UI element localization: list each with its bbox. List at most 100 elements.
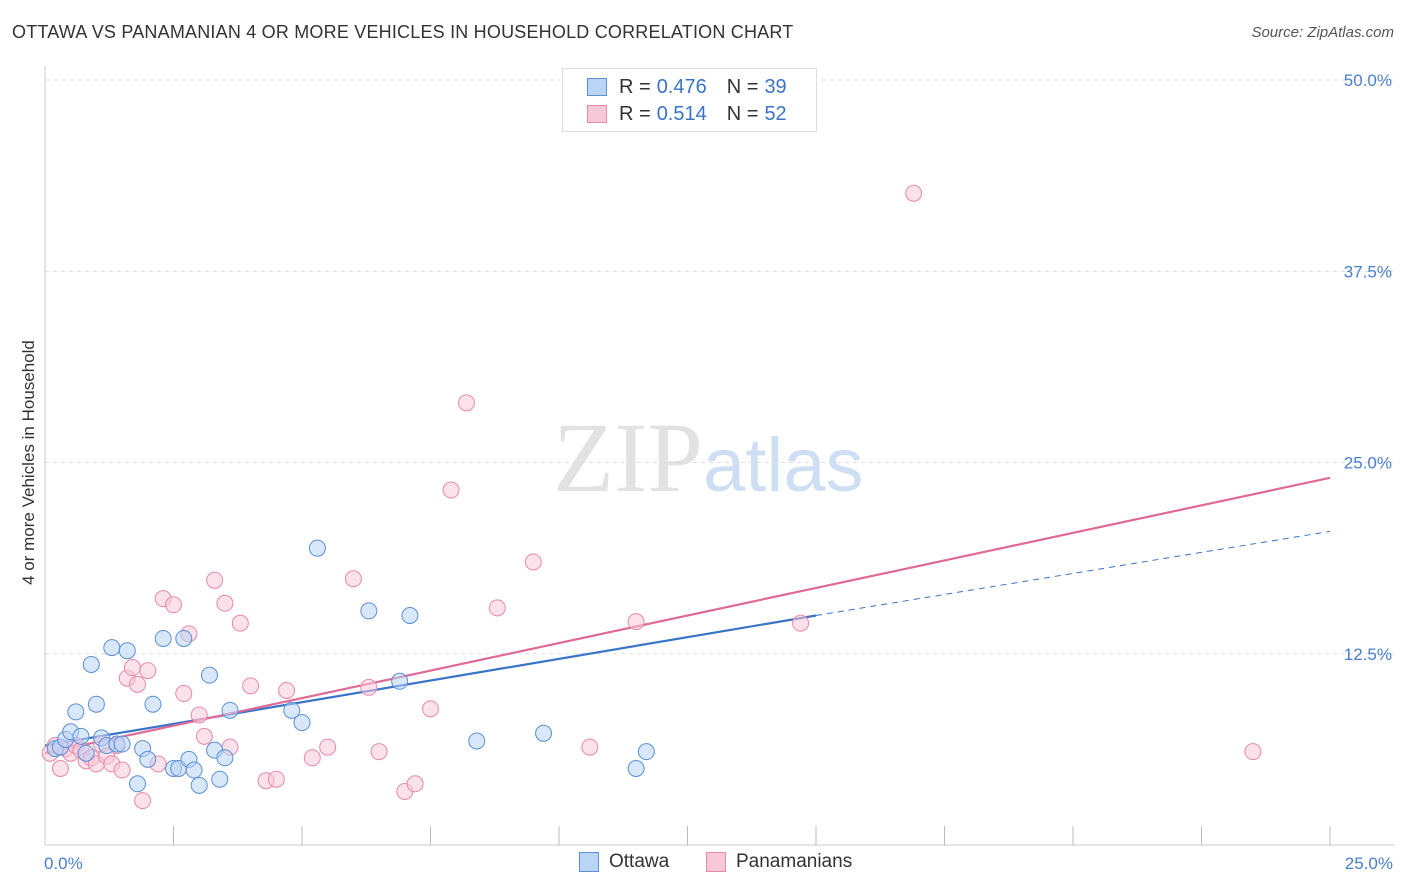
ottawa-point bbox=[87, 695, 105, 713]
data-points bbox=[41, 184, 1262, 810]
ottawa-point bbox=[82, 655, 100, 673]
ottawa-point bbox=[190, 776, 208, 794]
ottawa-point bbox=[144, 695, 162, 713]
panamanian-point bbox=[165, 596, 182, 614]
panamanian-point bbox=[139, 662, 157, 680]
panamanian-point bbox=[206, 571, 224, 589]
ottawa-point bbox=[118, 642, 136, 660]
legend-r-label: R = bbox=[619, 75, 651, 98]
legend-row-panamanians: R = 0.514 N = 52 bbox=[587, 101, 787, 127]
panamanian-point bbox=[457, 394, 475, 412]
panamanian-point bbox=[905, 184, 923, 202]
axes bbox=[44, 66, 1395, 846]
ottawa-point bbox=[129, 775, 147, 793]
panamanian-point bbox=[175, 685, 193, 703]
panamanian-point bbox=[406, 775, 424, 793]
ottawa-point bbox=[211, 770, 229, 788]
ottawa-point bbox=[113, 735, 131, 753]
ottawa-point bbox=[77, 744, 95, 762]
ottawa-point bbox=[360, 602, 378, 620]
ottawa-trend-extension bbox=[815, 530, 1331, 616]
panamanian-point bbox=[267, 770, 285, 788]
ottawa-point bbox=[401, 607, 419, 624]
panamanian-point bbox=[51, 760, 69, 777]
ottawa-trend-line bbox=[44, 614, 817, 747]
y-tick-label: 50.0% bbox=[1344, 71, 1392, 90]
panamanian-point bbox=[134, 792, 152, 810]
x-tick-label: 25.0% bbox=[1345, 854, 1393, 873]
ottawa-point bbox=[391, 672, 409, 690]
panamanian-point bbox=[422, 700, 439, 718]
legend-row-ottawa: R = 0.476 N = 39 bbox=[587, 74, 787, 100]
trend-lines bbox=[44, 476, 1331, 755]
panamanian-point bbox=[113, 761, 131, 779]
y-tick-label: 37.5% bbox=[1344, 262, 1392, 281]
ottawa-point bbox=[627, 760, 645, 777]
legend-swatch-ottawa bbox=[587, 78, 607, 96]
panamanian-point bbox=[792, 614, 810, 632]
grid-lines bbox=[45, 79, 1395, 655]
source-label: Source: ZipAtlas.com bbox=[1251, 24, 1394, 41]
ottawa-point bbox=[185, 761, 203, 779]
tick-labels: 12.5% 25.0% 37.5% 50.0% 0.0% 25.0% 4 or more V… bbox=[19, 71, 1393, 873]
panamanian-point bbox=[488, 599, 506, 617]
ottawa-point bbox=[637, 743, 655, 761]
y-tick-label: 25.0% bbox=[1344, 454, 1392, 473]
legend-n-label: N = bbox=[726, 102, 759, 125]
panamanian-point bbox=[123, 659, 141, 677]
panamanian-point bbox=[242, 677, 260, 695]
panamanian-point bbox=[442, 481, 460, 499]
legend-n-value: 52 bbox=[764, 102, 787, 125]
ottawa-point bbox=[154, 629, 172, 647]
bottom-legend-label-panamanians: Panamanians bbox=[736, 851, 853, 872]
ottawa-point bbox=[67, 703, 85, 721]
legend-n-label: N = bbox=[726, 75, 759, 98]
y-tick-label: 12.5% bbox=[1344, 645, 1392, 664]
ottawa-point bbox=[216, 749, 234, 767]
bottom-legend-swatch-panamanians bbox=[706, 852, 726, 872]
ottawa-point bbox=[535, 724, 553, 742]
panamanian-point bbox=[195, 727, 213, 745]
panamanian-point bbox=[524, 553, 542, 571]
bottom-legend-label-ottawa: Ottawa bbox=[609, 851, 670, 872]
ottawa-point bbox=[221, 701, 239, 719]
ottawa-point bbox=[200, 666, 218, 684]
bottom-legend-swatch-ottawa bbox=[579, 852, 599, 872]
ottawa-point bbox=[139, 750, 157, 768]
panamanian-point bbox=[231, 614, 249, 632]
panamanian-point bbox=[190, 706, 208, 724]
watermark-zip: ZIP bbox=[553, 402, 703, 513]
bottom-legend-ottawa: Ottawa bbox=[579, 851, 669, 873]
legend-r-value: 0.514 bbox=[656, 102, 707, 125]
panamanian-trend-line bbox=[44, 476, 1331, 755]
ottawa-point bbox=[103, 639, 121, 657]
ottawa-point bbox=[72, 727, 90, 745]
watermark-atlas: atlas bbox=[703, 423, 864, 508]
panamanian-point bbox=[129, 675, 147, 693]
ottawa-point bbox=[283, 701, 301, 719]
legend-r-label: R = bbox=[619, 102, 651, 125]
legend-r-value: 0.476 bbox=[656, 75, 707, 98]
ottawa-point bbox=[308, 539, 326, 557]
ottawa-point bbox=[468, 732, 486, 750]
panamanian-point bbox=[278, 681, 296, 699]
ottawa-point bbox=[175, 629, 193, 647]
ottawa-point bbox=[293, 714, 311, 732]
panamanian-point bbox=[303, 749, 321, 767]
panamanian-point bbox=[216, 594, 234, 612]
chart-title: OTTAWA VS PANAMANIAN 4 OR MORE VEHICLES … bbox=[12, 22, 794, 42]
panamanian-point bbox=[344, 570, 362, 588]
bottom-legend-panamanians: Panamanians bbox=[706, 851, 852, 873]
panamanian-point bbox=[370, 743, 388, 761]
correlation-legend: R = 0.476 N = 39 R = 0.514 N = 52 bbox=[562, 68, 817, 132]
watermark: ZIPatlas bbox=[553, 400, 864, 515]
panamanian-point bbox=[360, 678, 378, 696]
panamanian-point bbox=[319, 738, 337, 756]
panamanian-point bbox=[627, 613, 645, 631]
panamanian-point bbox=[581, 738, 599, 756]
y-axis-label: 4 or more Vehicles in Household bbox=[19, 340, 38, 585]
legend-n-value: 39 bbox=[764, 75, 787, 98]
x-tick-label: 0.0% bbox=[44, 854, 83, 873]
legend-swatch-panamanians bbox=[587, 105, 607, 123]
